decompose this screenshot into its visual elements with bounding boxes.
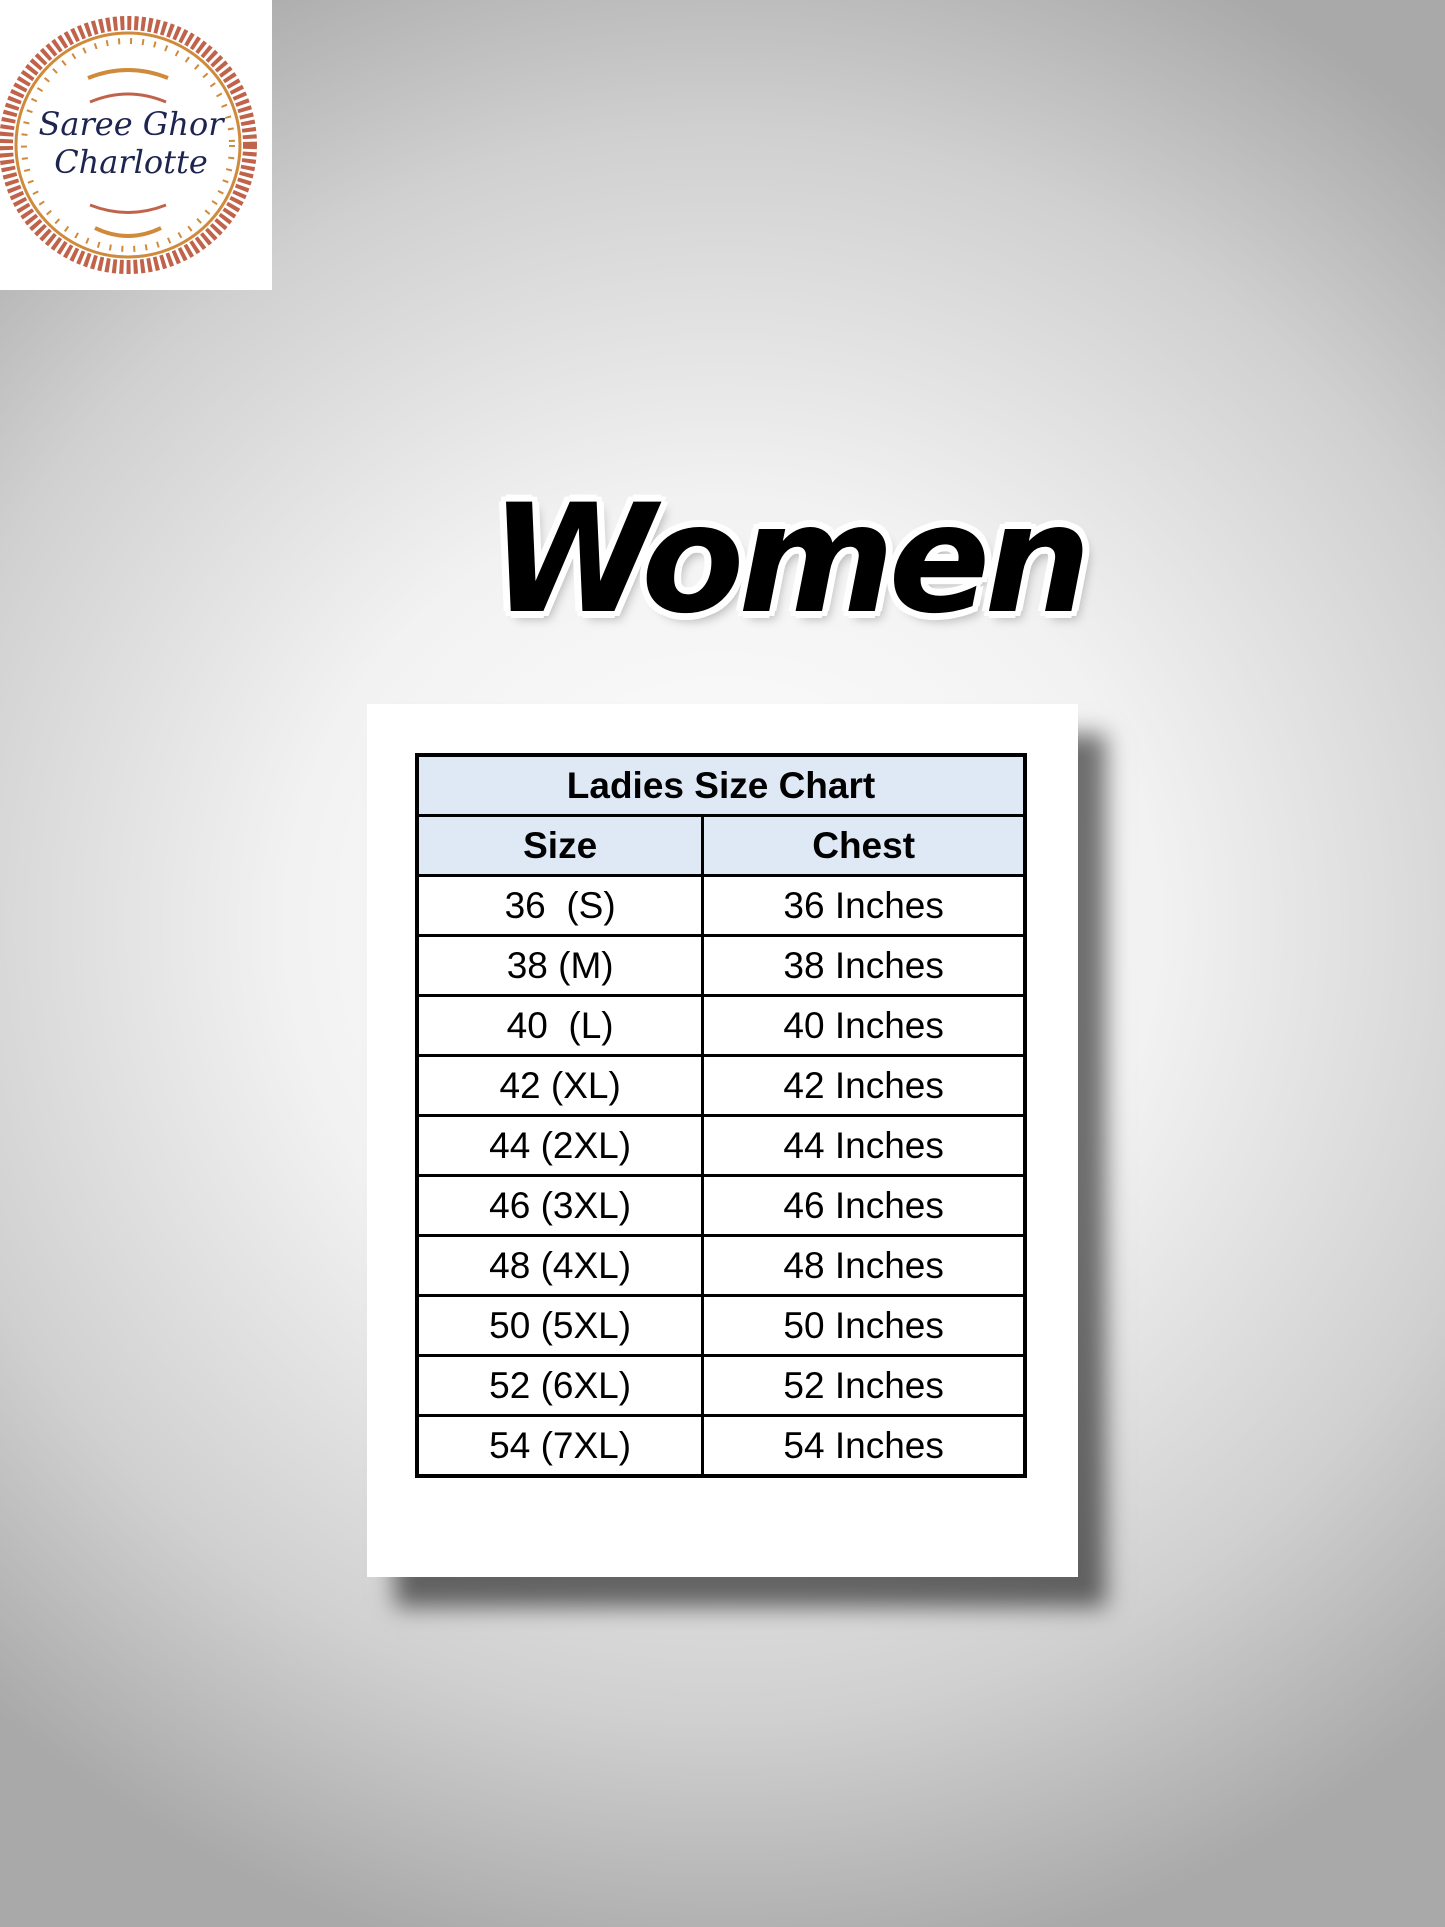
size-cell: 40 (L) [415, 994, 705, 1057]
size-cell: 54 (7XL) [415, 1414, 705, 1478]
size-cell: 38 (M) [415, 934, 705, 997]
size-cell: 52 (6XL) [415, 1354, 705, 1417]
table-row: 52 (6XL) 52 Inches [415, 1354, 1027, 1417]
chest-cell: 46 Inches [701, 1174, 1027, 1237]
table-row: 54 (7XL) 54 Inches [415, 1414, 1027, 1478]
logo-text-line1: Saree Ghor [38, 105, 224, 143]
size-cell: 48 (4XL) [415, 1234, 705, 1297]
chest-cell: 42 Inches [701, 1054, 1027, 1117]
size-cell: 44 (2XL) [415, 1114, 705, 1177]
table-title: Ladies Size Chart [415, 753, 1027, 817]
page-heading: Women [490, 473, 1091, 647]
table-row: 38 (M) 38 Inches [415, 934, 1027, 997]
table-row: 50 (5XL) 50 Inches [415, 1294, 1027, 1357]
size-chart-card: Ladies Size Chart Size Chest 36 (S) 36 In… [367, 704, 1078, 1577]
table-row: 42 (XL) 42 Inches [415, 1054, 1027, 1117]
size-cell: 42 (XL) [415, 1054, 705, 1117]
column-header-chest: Chest [701, 814, 1027, 877]
size-cell: 50 (5XL) [415, 1294, 705, 1357]
size-cell: 36 (S) [415, 874, 705, 937]
logo-text-line2: Charlotte [54, 143, 208, 181]
table-row: 46 (3XL) 46 Inches [415, 1174, 1027, 1237]
size-cell: 46 (3XL) [415, 1174, 705, 1237]
chest-cell: 50 Inches [701, 1294, 1027, 1357]
table-row: 40 (L) 40 Inches [415, 994, 1027, 1057]
chest-cell: 40 Inches [701, 994, 1027, 1057]
chest-cell: 52 Inches [701, 1354, 1027, 1417]
size-chart-table: Ladies Size Chart Size Chest 36 (S) 36 In… [415, 753, 1027, 1478]
chest-cell: 36 Inches [701, 874, 1027, 937]
chest-cell: 54 Inches [701, 1414, 1027, 1478]
chest-cell: 48 Inches [701, 1234, 1027, 1297]
table-row: 48 (4XL) 48 Inches [415, 1234, 1027, 1297]
brand-logo: Saree Ghor Charlotte [0, 0, 272, 290]
ornamental-ring-icon [0, 16, 257, 274]
chest-cell: 38 Inches [701, 934, 1027, 997]
column-header-size: Size [415, 814, 705, 877]
table-row: 36 (S) 36 Inches [415, 874, 1027, 937]
table-row: 44 (2XL) 44 Inches [415, 1114, 1027, 1177]
chest-cell: 44 Inches [701, 1114, 1027, 1177]
